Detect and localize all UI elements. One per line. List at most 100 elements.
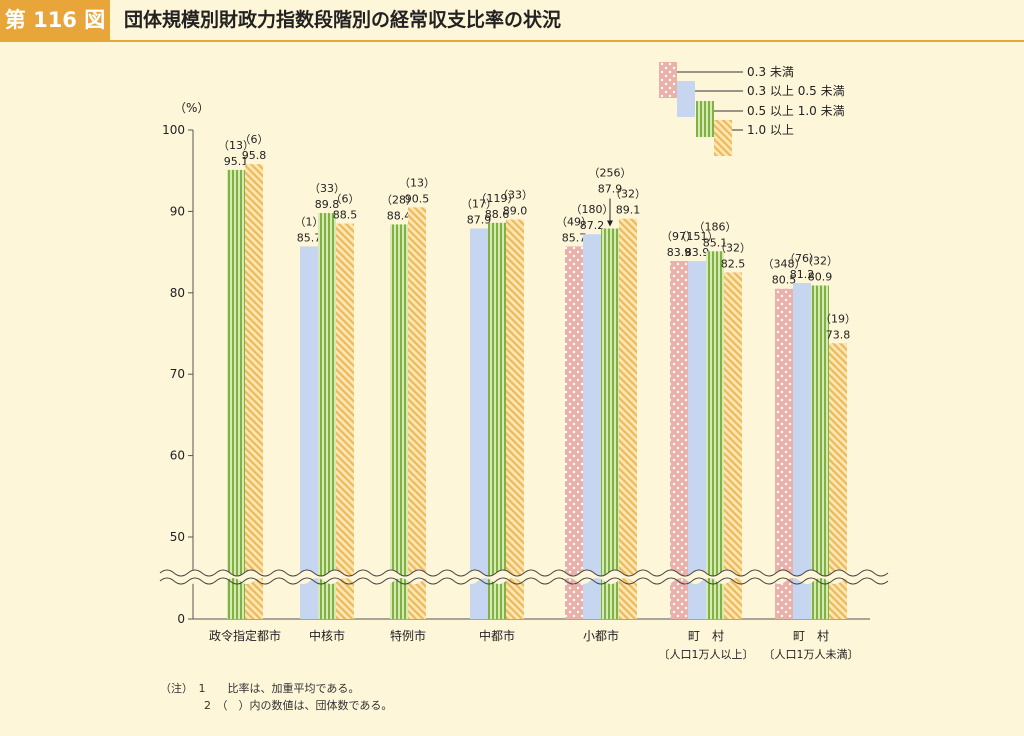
x-category-label: 政令指定都市 xyxy=(209,628,281,643)
axis-break-line xyxy=(159,577,889,585)
bar xyxy=(245,164,263,620)
x-category-label: 特例市 xyxy=(390,628,426,643)
y-tick-label: 100 xyxy=(162,123,185,137)
bar xyxy=(506,219,524,620)
x-category-label: 小都市 xyxy=(583,628,619,643)
data-label: 88.5 xyxy=(333,209,358,222)
data-label: 88.6 xyxy=(485,208,510,221)
count-label: （32） xyxy=(715,241,751,254)
legend-swatch xyxy=(659,62,677,98)
bar xyxy=(724,272,742,619)
data-label: 87.9 xyxy=(467,213,492,226)
annotation-arrowhead xyxy=(607,220,613,227)
data-label: 89.0 xyxy=(503,205,528,218)
legend-label: 0.3 未満 xyxy=(747,65,794,79)
bar xyxy=(470,228,488,619)
data-label: 87.9 xyxy=(598,182,623,195)
bar xyxy=(408,207,426,619)
count-label: （13） xyxy=(218,139,254,152)
data-label: 85.7 xyxy=(297,231,322,244)
y-axis-unit: （%） xyxy=(174,101,209,115)
data-label: 90.5 xyxy=(405,192,430,205)
data-label: 81.2 xyxy=(790,268,815,281)
bar xyxy=(619,218,637,619)
data-label: 83.9 xyxy=(685,246,710,259)
legend-label: 1.0 以上 xyxy=(747,123,794,137)
data-label: 95.1 xyxy=(224,155,249,168)
bar xyxy=(565,246,583,620)
count-label: （119） xyxy=(476,192,519,205)
data-label: 89.8 xyxy=(315,198,340,211)
x-category-sublabel: 〔人口1万人以上〕 xyxy=(659,648,754,661)
data-label: 85.7 xyxy=(562,231,587,244)
data-label: 80.5 xyxy=(772,274,797,287)
count-label: （180） xyxy=(571,203,614,216)
y-tick-label: 60 xyxy=(170,449,185,463)
legend-swatch xyxy=(696,101,714,137)
count-label: （151） xyxy=(676,230,719,243)
count-label: （186） xyxy=(694,220,737,233)
figure-label: 第 116 図 xyxy=(0,0,110,40)
chart-title: 団体規模別財政力指数段階別の経常収支比率の状況 xyxy=(124,9,562,31)
note-2: 2 （ ）内の数値は、団体数である。 xyxy=(160,699,393,712)
data-label: 82.5 xyxy=(721,257,746,270)
count-label: （33） xyxy=(309,182,345,195)
data-label: 80.9 xyxy=(808,270,833,283)
count-label: （19） xyxy=(820,312,856,325)
count-label: （49） xyxy=(556,215,592,228)
data-label: 89.1 xyxy=(616,204,641,217)
count-label: （6） xyxy=(331,193,360,206)
data-label: 87.2 xyxy=(580,219,605,232)
y-tick-label: 80 xyxy=(170,286,185,300)
count-label: （1） xyxy=(295,215,324,228)
x-category-label: 中核市 xyxy=(309,628,345,643)
bar xyxy=(775,288,793,619)
count-label: （17） xyxy=(461,197,497,210)
count-label: （33） xyxy=(497,189,533,202)
y-tick-label: 0 xyxy=(177,612,185,626)
legend-label: 0.3 以上 0.5 未満 xyxy=(747,84,845,98)
bar xyxy=(583,234,601,619)
bar xyxy=(601,228,619,619)
x-category-label: 中都市 xyxy=(479,628,515,643)
legend-swatch xyxy=(714,120,732,156)
count-label: （256） xyxy=(589,166,632,179)
bar xyxy=(793,283,811,619)
count-label: （32） xyxy=(802,254,838,267)
header-bar: 第 116 図 団体規模別財政力指数段階別の経常収支比率の状況 xyxy=(0,0,1024,42)
data-label: 88.4 xyxy=(387,209,412,222)
data-label: 85.1 xyxy=(703,236,728,249)
bar xyxy=(488,222,506,619)
x-category-label: 町 村 xyxy=(793,629,829,643)
plot-area: （%）1009080706050095.1（13）95.8（6）政令指定都市85… xyxy=(142,101,889,661)
bar xyxy=(300,246,318,620)
y-tick-label: 50 xyxy=(170,530,185,544)
bar xyxy=(811,285,829,619)
bar xyxy=(829,343,847,619)
x-category-sublabel: 〔人口1万人未満〕 xyxy=(764,648,859,661)
bar xyxy=(670,261,688,619)
count-label: （32） xyxy=(610,188,646,201)
x-category-label: 町 村 xyxy=(688,629,724,643)
y-tick-label: 90 xyxy=(170,204,185,218)
count-label: （97） xyxy=(661,230,697,243)
axis-break-line xyxy=(159,569,889,577)
legend: 0.3 未満 0.3 以上 0.5 未満 0.5 以上 1.0 未満 1.0 以上 xyxy=(659,62,845,156)
count-label: （348） xyxy=(763,258,806,271)
bar xyxy=(390,224,408,619)
bar xyxy=(227,169,245,620)
count-label: （6） xyxy=(240,133,269,146)
bar xyxy=(706,251,724,619)
count-label: （13） xyxy=(399,176,435,189)
note-1: （注） 1 比率は、加重平均である。 xyxy=(160,682,360,695)
bar xyxy=(688,261,706,619)
legend-label: 0.5 以上 1.0 未満 xyxy=(747,104,845,118)
legend-swatch xyxy=(677,81,695,117)
chart-canvas: （%）1009080706050095.1（13）95.8（6）政令指定都市85… xyxy=(142,62,889,661)
bar xyxy=(318,213,336,619)
count-label: （76） xyxy=(784,252,820,265)
bar xyxy=(336,223,354,620)
count-label: （28） xyxy=(381,193,417,206)
data-label: 73.8 xyxy=(826,328,851,341)
data-label: 95.8 xyxy=(242,149,267,162)
